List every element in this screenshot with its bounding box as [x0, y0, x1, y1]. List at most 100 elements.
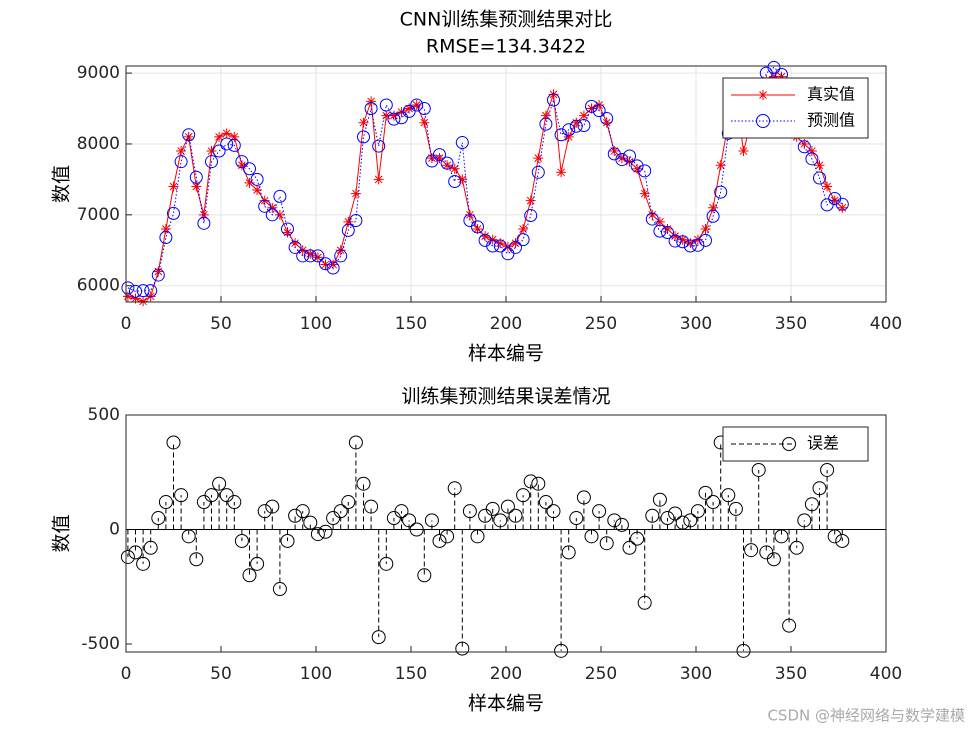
point	[364, 102, 378, 116]
point	[797, 513, 812, 528]
point	[614, 517, 629, 532]
point	[615, 153, 629, 167]
point	[607, 513, 622, 528]
point	[402, 104, 416, 118]
point	[189, 170, 203, 184]
point	[181, 529, 196, 544]
point	[616, 153, 627, 164]
point	[539, 117, 553, 131]
point	[130, 293, 141, 304]
point	[310, 527, 325, 542]
point	[706, 209, 720, 223]
point	[463, 213, 477, 227]
point	[341, 495, 356, 510]
point	[440, 156, 454, 170]
point	[766, 552, 781, 567]
point	[425, 154, 439, 168]
point	[434, 153, 445, 164]
point	[660, 511, 675, 526]
point	[204, 488, 219, 503]
point	[500, 499, 515, 514]
point	[677, 234, 688, 245]
x-tick-label: 400	[870, 314, 902, 334]
point	[509, 240, 522, 254]
point	[381, 110, 392, 121]
point	[700, 224, 711, 235]
point	[486, 239, 500, 253]
point	[714, 185, 728, 199]
y-axis-label: 数值	[51, 165, 73, 203]
point	[822, 181, 833, 192]
point	[470, 529, 485, 544]
point	[592, 504, 607, 519]
point	[319, 257, 332, 271]
x-tick-label: 100	[300, 664, 332, 684]
point	[585, 99, 598, 113]
x-axis-label: 样本编号	[468, 693, 544, 715]
point	[272, 582, 287, 597]
point	[523, 474, 538, 489]
point	[462, 504, 477, 519]
point	[151, 268, 165, 282]
point	[799, 138, 810, 149]
point	[189, 552, 204, 567]
point	[495, 238, 506, 249]
point	[455, 641, 470, 656]
point	[699, 233, 712, 247]
watermark: CSDN @神经网络与数学建模	[767, 707, 965, 725]
point	[212, 476, 227, 491]
point	[167, 206, 180, 220]
point	[205, 155, 218, 169]
point	[685, 238, 696, 249]
point	[227, 138, 241, 152]
point	[691, 238, 705, 252]
point	[136, 556, 151, 571]
point	[122, 291, 133, 302]
point	[168, 181, 179, 192]
point	[645, 508, 660, 523]
point	[827, 529, 842, 544]
point	[312, 252, 323, 263]
point	[637, 595, 652, 610]
point	[584, 529, 599, 544]
x-tick-label: 100	[300, 314, 332, 334]
point	[457, 174, 468, 185]
x-tick-label: 200	[490, 664, 522, 684]
point	[601, 117, 612, 128]
point	[267, 202, 278, 213]
point	[333, 504, 348, 519]
legend-box	[722, 77, 869, 139]
point	[305, 248, 316, 259]
point	[159, 231, 173, 245]
point	[768, 71, 779, 82]
point	[578, 110, 589, 121]
point	[562, 123, 576, 137]
point	[252, 185, 263, 196]
x-tick-label: 200	[490, 314, 522, 334]
point	[728, 501, 743, 516]
point	[493, 513, 508, 528]
point	[143, 540, 158, 555]
x-tick-label: 300	[680, 664, 712, 684]
chart-title: 训练集预测结果误差情况	[401, 386, 610, 408]
point	[206, 146, 217, 157]
y-tick-label: 0	[109, 519, 120, 539]
point	[349, 213, 363, 227]
point	[829, 195, 840, 206]
point	[387, 112, 401, 126]
point	[516, 488, 531, 503]
point	[569, 511, 584, 526]
point	[350, 188, 361, 199]
point	[675, 515, 690, 530]
point	[554, 128, 568, 142]
point	[357, 130, 370, 144]
point	[235, 155, 249, 169]
x-tick-label: 150	[395, 314, 427, 334]
point	[265, 499, 280, 514]
point	[661, 226, 674, 240]
axes-frame	[125, 65, 887, 303]
point	[683, 513, 698, 528]
point	[449, 163, 460, 174]
point	[789, 540, 804, 555]
point	[683, 239, 697, 253]
